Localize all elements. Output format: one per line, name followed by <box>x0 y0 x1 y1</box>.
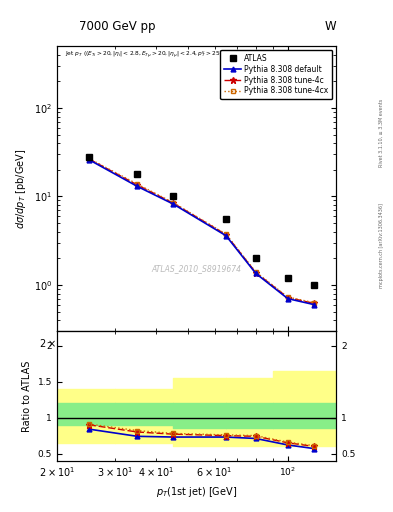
Pythia 8.308 tune-4cx <box>135 181 140 187</box>
Pythia 8.308 default <box>224 232 228 239</box>
Pythia 8.308 tune-4cx <box>224 231 228 237</box>
Line: Pythia 8.308 default: Pythia 8.308 default <box>86 157 316 307</box>
Text: W: W <box>324 20 336 33</box>
Line: ATLAS: ATLAS <box>86 154 317 288</box>
Pythia 8.308 default <box>312 302 316 308</box>
Pythia 8.308 tune-4c <box>86 156 91 162</box>
Pythia 8.308 tune-4c <box>171 200 176 206</box>
Text: Jet $p_T$ (($E_{Ti}{>}20,|\eta_i|{<}2.8,E_{T\mu}{>}20,|\eta_\mu|{<}2.4,p_T^\nu{>: Jet $p_T$ (($E_{Ti}{>}20,|\eta_i|{<}2.8,… <box>65 49 283 59</box>
Pythia 8.308 default <box>285 295 290 302</box>
Pythia 8.308 tune-4cx <box>253 269 258 275</box>
Pythia 8.308 tune-4c <box>253 269 258 275</box>
Pythia 8.308 tune-4c <box>135 182 140 188</box>
Text: Rivet 3.1.10, ≥ 3.3M events: Rivet 3.1.10, ≥ 3.3M events <box>379 99 384 167</box>
Legend: ATLAS, Pythia 8.308 default, Pythia 8.308 tune-4c, Pythia 8.308 tune-4cx: ATLAS, Pythia 8.308 default, Pythia 8.30… <box>220 50 332 99</box>
Pythia 8.308 tune-4c <box>224 231 228 238</box>
Pythia 8.308 tune-4c <box>285 294 290 301</box>
ATLAS <box>253 255 258 261</box>
Pythia 8.308 tune-4cx <box>171 200 176 206</box>
ATLAS <box>135 171 140 177</box>
Line: Pythia 8.308 tune-4cx: Pythia 8.308 tune-4cx <box>86 156 316 305</box>
Line: Pythia 8.308 tune-4c: Pythia 8.308 tune-4c <box>86 156 318 307</box>
Pythia 8.308 default <box>86 157 91 163</box>
Text: 7000 GeV pp: 7000 GeV pp <box>79 20 155 33</box>
ATLAS <box>285 275 290 281</box>
ATLAS <box>224 217 228 223</box>
Pythia 8.308 tune-4cx <box>312 300 316 306</box>
Pythia 8.308 default <box>135 183 140 189</box>
Pythia 8.308 default <box>171 201 176 207</box>
Text: ATLAS_2010_S8919674: ATLAS_2010_S8919674 <box>151 264 242 273</box>
X-axis label: $p_T$(1st jet) [GeV]: $p_T$(1st jet) [GeV] <box>156 485 237 499</box>
Pythia 8.308 default <box>253 270 258 276</box>
Pythia 8.308 tune-4cx <box>285 294 290 300</box>
Y-axis label: Ratio to ATLAS: Ratio to ATLAS <box>22 360 32 432</box>
ATLAS <box>86 154 91 160</box>
Text: mcplots.cern.ch [arXiv:1306.3436]: mcplots.cern.ch [arXiv:1306.3436] <box>379 203 384 288</box>
Pythia 8.308 tune-4c <box>312 300 316 306</box>
ATLAS <box>312 282 316 288</box>
Y-axis label: $d\sigma/dp_T$ [pb/GeV]: $d\sigma/dp_T$ [pb/GeV] <box>14 148 28 229</box>
Pythia 8.308 tune-4cx <box>86 156 91 162</box>
ATLAS <box>171 194 176 200</box>
